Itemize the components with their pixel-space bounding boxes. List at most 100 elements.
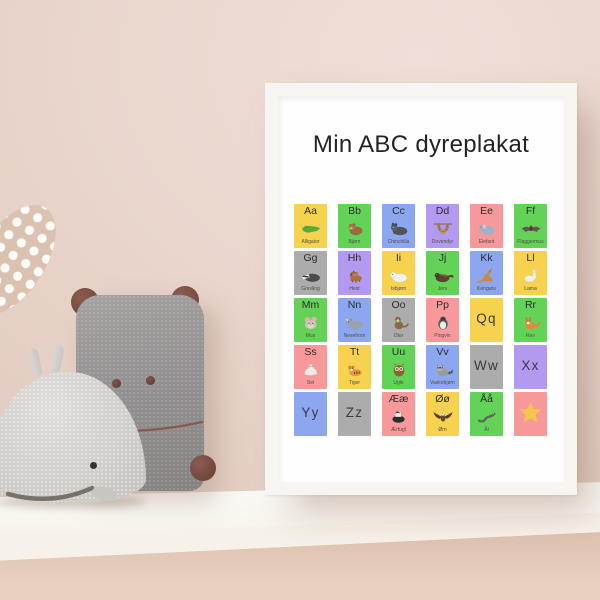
alphabet-tile: Oo Oter <box>382 298 415 342</box>
poster-frame: Min ABC dyreplakat Aa Alligator Bb Bjørn… <box>265 83 577 495</box>
tile-letter: Ii <box>395 252 402 264</box>
alphabet-tile: Hh Hest <box>338 251 371 295</box>
bat-icon <box>520 221 542 237</box>
otter-icon <box>388 315 410 331</box>
wolverine-icon <box>432 268 454 284</box>
eagle-icon <box>432 409 454 425</box>
alphabet-tile: Pp Pingvin <box>426 298 459 342</box>
owl-icon <box>388 362 410 378</box>
alphabet-tile: Vv Vaskebjørn <box>426 345 459 389</box>
tile-animal-label: Lama <box>524 285 537 292</box>
tile-animal-label: Kenguru <box>477 285 496 292</box>
eel-icon <box>476 409 498 425</box>
polka-dot-ear-graphic <box>0 204 56 316</box>
tile-animal-label: Ærfugl <box>391 426 406 433</box>
tile-animal-label: Hest <box>349 285 360 292</box>
tile-letter: Kk <box>480 252 493 264</box>
star-icon <box>517 400 544 427</box>
alphabet-tile: Ll Lama <box>514 251 547 295</box>
tile-letter: Ss <box>304 346 317 358</box>
tile-animal-label: Grevling <box>301 285 320 292</box>
tile-letter: Åå <box>480 393 493 405</box>
tile-animal-label: Bjørn <box>348 238 361 245</box>
tile-letter: Gg <box>303 252 318 264</box>
eider-icon <box>388 409 410 425</box>
alphabet-tile: Ff Flaggermus <box>514 204 547 248</box>
alphabet-tile: Uu Ugle <box>382 345 415 389</box>
polar-bear-icon <box>388 268 410 284</box>
alphabet-tile: Øø Ørn <box>426 392 459 436</box>
horse-icon <box>344 268 366 284</box>
alphabet-tile: Dd Dovendyr <box>426 204 459 248</box>
polka-dot-ear <box>0 190 80 325</box>
badger-icon <box>300 268 322 284</box>
alphabet-tile: Nn Nesehorn <box>338 298 371 342</box>
tile-letter: Aa <box>304 205 317 217</box>
tile-animal-label: Ål <box>484 426 489 433</box>
tile-letter: Ll <box>526 252 535 264</box>
tile-letter: Oo <box>391 299 406 311</box>
tile-animal-label: Ugle <box>393 379 404 386</box>
llama-icon <box>520 268 542 284</box>
poster-paper: Min ABC dyreplakat Aa Alligator Bb Bjørn… <box>278 96 564 482</box>
tiger-icon <box>344 362 366 378</box>
tile-letter: Zz <box>345 405 364 421</box>
tile-letter: Mm <box>301 299 320 311</box>
tile-animal-label: Ørn <box>438 426 447 433</box>
tile-letter: Ee <box>480 205 493 217</box>
alphabet-tile: Tt Tiger <box>338 345 371 389</box>
alphabet-tile: Cc Chinchilla <box>382 204 415 248</box>
seal-icon <box>300 362 322 378</box>
tile-animal-label: Oter <box>393 332 404 339</box>
alphabet-tile: Ww <box>470 345 503 389</box>
tile-letter: Ww <box>474 358 499 374</box>
alphabet-tile: Qq <box>470 298 503 342</box>
tile-letter: Pp <box>436 299 449 311</box>
sloth-icon <box>432 221 454 237</box>
tile-animal-label: Pingvin <box>434 332 451 339</box>
rhino-icon <box>344 315 366 331</box>
tile-animal-label: Isbjørn <box>390 285 407 292</box>
alphabet-tile <box>514 392 547 436</box>
tile-letter: Ff <box>525 205 536 217</box>
alphabet-tile: Ss Sel <box>294 345 327 389</box>
alphabet-tile: Yy <box>294 392 327 436</box>
tile-letter: Hh <box>347 252 362 264</box>
tile-animal-label: Alligator <box>301 238 320 245</box>
pillow-right-eye <box>146 376 155 385</box>
whale-eye <box>90 462 97 469</box>
bear-icon <box>344 221 366 237</box>
letter-grid: Aa Alligator Bb Bjørn Cc Chinchilla Dd D… <box>294 204 547 436</box>
tile-letter: Rr <box>524 299 537 311</box>
tile-animal-label: Sel <box>306 379 315 386</box>
alphabet-tile: Mm Mus <box>294 298 327 342</box>
tile-letter: Øø <box>435 393 450 405</box>
alphabet-tile: Bb Bjørn <box>338 204 371 248</box>
alphabet-tile: Xx <box>514 345 547 389</box>
tile-animal-label: Nesehorn <box>343 332 366 339</box>
tile-letter: Qq <box>476 311 497 327</box>
pillow-left-eye <box>112 379 121 388</box>
elephant-icon <box>476 221 498 237</box>
raccoon-icon <box>432 362 454 378</box>
mouse-icon <box>300 315 322 331</box>
tile-letter: Xx <box>521 358 540 374</box>
penguin-icon <box>432 315 454 331</box>
alphabet-tile: Gg Grevling <box>294 251 327 295</box>
tile-animal-label: Chinchilla <box>387 238 410 245</box>
alphabet-tile: Jj Jerv <box>426 251 459 295</box>
tile-letter: Uu <box>391 346 406 358</box>
tile-letter: Bb <box>348 205 361 217</box>
tile-letter: Ææ <box>388 393 409 405</box>
alphabet-tile: Aa Alligator <box>294 204 327 248</box>
alphabet-tile: Zz <box>338 392 371 436</box>
alphabet-tile: Ee Elefant <box>470 204 503 248</box>
alphabet-tile: Åå Ål <box>470 392 503 436</box>
tile-animal-label: Dovendyr <box>431 238 454 245</box>
tile-letter: Cc <box>392 205 405 217</box>
alligator-icon <box>300 221 322 237</box>
alphabet-tile: Rr Rev <box>514 298 547 342</box>
pillow-foot <box>190 455 216 481</box>
tile-animal-label: Mus <box>305 332 316 339</box>
